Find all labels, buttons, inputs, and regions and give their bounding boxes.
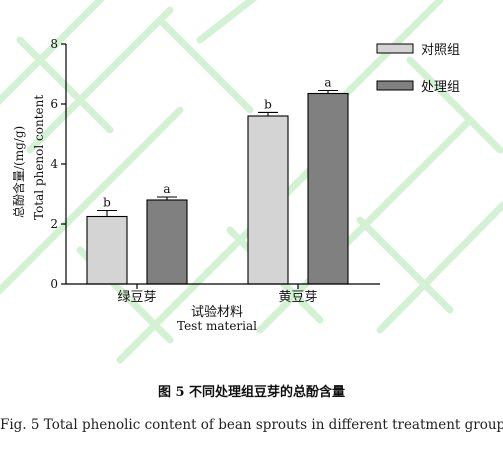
sig-label-0-1: a — [163, 182, 170, 196]
sig-label-1-0: b — [264, 97, 272, 111]
x-category-labels: 绿豆芽 黄豆芽 — [66, 283, 380, 305]
bars: b a b a — [86, 76, 349, 285]
x-category-label-1: 黄豆芽 — [278, 290, 317, 305]
bar-0-1 — [146, 199, 188, 285]
y-tick-label-2: 4 — [50, 157, 58, 171]
x-category-label-0: 绿豆芽 — [117, 290, 156, 305]
legend-label-0: 对照组 — [421, 43, 460, 58]
x-axis-label-en: Test material — [177, 319, 257, 333]
y-axis-label-en: Total phenol content — [32, 95, 46, 220]
legend-swatch-1 — [376, 80, 414, 91]
y-tick-label-3: 6 — [50, 97, 58, 111]
bar-1-0 — [247, 115, 289, 285]
y-tick-label-4: 8 — [50, 37, 58, 51]
sig-label-1-1: a — [324, 76, 331, 90]
y-tick-label-1: 2 — [50, 217, 58, 231]
figure-caption-cn: 图 5 不同处理组豆芽的总酚含量 — [157, 385, 346, 400]
x-axis-label-cn: 试验材料 — [191, 304, 243, 320]
y-tick-label-0: 0 — [50, 277, 58, 291]
y-axis-label-cn: 总酚含量/(mg/g) — [11, 126, 26, 218]
bar-1-1 — [307, 92, 349, 285]
figure-caption-en: Fig. 5 Total phenolic content of bean sp… — [0, 417, 503, 433]
y-axis: 0 2 4 6 8 — [50, 37, 67, 291]
sig-label-0-0: b — [103, 196, 111, 210]
legend-label-1: 处理组 — [421, 80, 460, 95]
legend-swatch-0 — [376, 43, 414, 54]
bar-0-0 — [86, 215, 128, 285]
